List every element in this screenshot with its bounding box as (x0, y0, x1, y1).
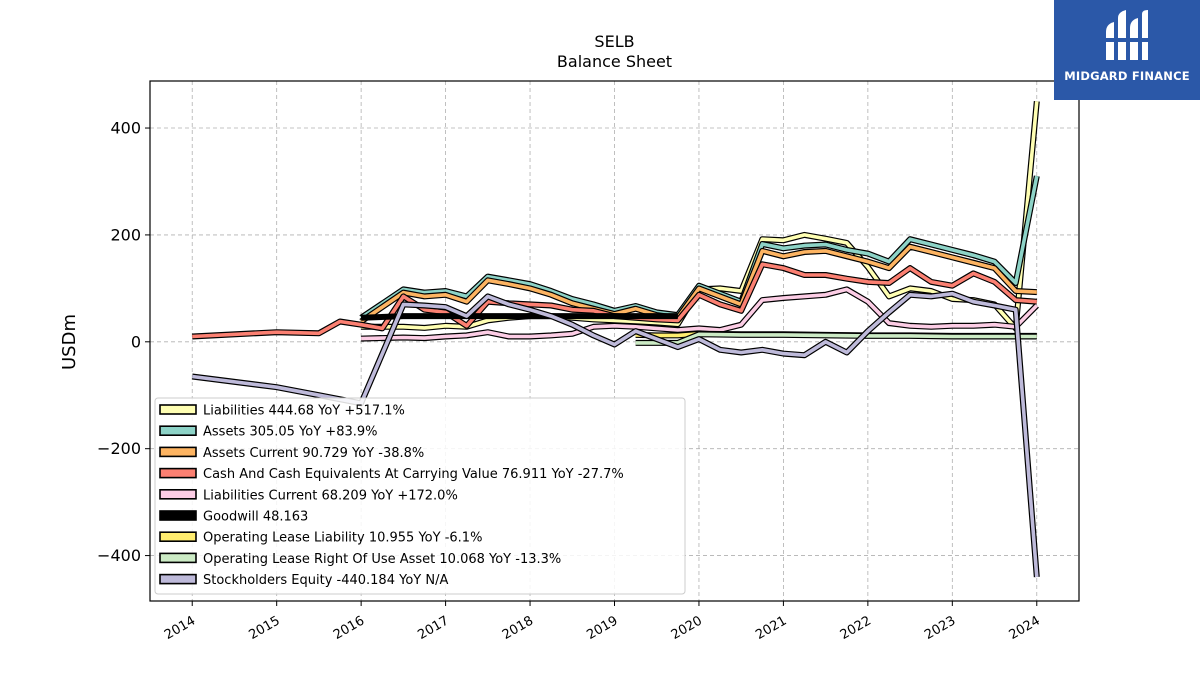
legend-label: Assets 305.05 YoY +83.9% (203, 425, 378, 440)
legend-label: Operating Lease Liability 10.955 YoY -6.… (203, 531, 482, 546)
series-stockholders-equity[interactable] (191, 290, 1040, 578)
legend-item[interactable]: Liabilities 444.68 YoY +517.1% (159, 404, 405, 419)
series-stockholders-equity-line (191, 291, 1039, 578)
legend-swatch (159, 404, 197, 415)
legend-label: Liabilities 444.68 YoY +517.1% (203, 404, 405, 419)
x-tick-label: 2019 (584, 613, 620, 643)
x-tick-label: 2018 (500, 613, 536, 643)
y-tick-label: 0 (131, 332, 141, 351)
legend-item[interactable]: Stockholders Equity -440.184 YoY N/A (159, 573, 448, 588)
legend-label: Cash And Cash Equivalents At Carrying Va… (203, 467, 624, 482)
y-axis-label: USDm (59, 314, 80, 370)
legend-label: Stockholders Equity -440.184 YoY N/A (203, 573, 448, 588)
legend-swatch (159, 467, 197, 479)
x-tick-label: 2020 (669, 613, 705, 643)
chart-title: SELB (594, 32, 634, 51)
x-tick-label: 2021 (753, 613, 789, 643)
series-lines (191, 101, 1040, 578)
series-cash-and-cash-equivalents-at-carrying-value-line (192, 262, 1037, 339)
legend-label: Liabilities Current 68.209 YoY +172.0% (203, 488, 458, 503)
legend-item[interactable]: Assets 305.05 YoY +83.9% (159, 425, 378, 440)
legend-item[interactable]: Goodwill 48.163 (159, 510, 308, 525)
x-tick-label: 2023 (922, 613, 958, 643)
brand-logo: MIDGARD FINANCE (1054, 0, 1200, 100)
x-tick-label: 2016 (331, 613, 367, 643)
legend-swatch (159, 446, 197, 458)
legend[interactable]: Liabilities 444.68 YoY +517.1% Assets 305… (154, 397, 686, 595)
legend-label: Assets Current 90.729 YoY -38.8% (203, 446, 424, 461)
legend-item[interactable]: Assets Current 90.729 YoY -38.8% (159, 446, 424, 461)
series-liabilities-current[interactable] (361, 286, 1039, 342)
legend-swatch (159, 488, 197, 500)
legend-item[interactable]: Operating Lease Right Of Use Asset 10.06… (159, 552, 561, 567)
legend-swatch (159, 425, 197, 437)
chart-subtitle: Balance Sheet (557, 52, 672, 71)
legend-item[interactable]: Operating Lease Liability 10.955 YoY -6.… (159, 531, 482, 546)
y-tick-label: 400 (110, 119, 141, 138)
y-tick-label: 200 (110, 225, 141, 244)
legend-swatch (159, 510, 197, 521)
legend-swatch (159, 552, 197, 564)
brand-mark-icon (1104, 10, 1150, 60)
x-tick-label: 2017 (415, 613, 451, 643)
series-goodwill-line (361, 314, 678, 320)
legend-box (154, 397, 686, 595)
brand-name: MIDGARD FINANCE (1064, 69, 1190, 83)
series-liabilities-current-line (361, 287, 1039, 341)
y-tick-label: −200 (97, 439, 141, 458)
series-assets-current[interactable] (359, 243, 1037, 324)
legend-label: Operating Lease Right Of Use Asset 10.06… (203, 552, 561, 567)
x-tick-label: 2014 (162, 613, 198, 643)
series-assets-current-line (360, 244, 1037, 323)
legend-label: Goodwill 48.163 (203, 510, 308, 525)
legend-item[interactable]: Liabilities Current 68.209 YoY +172.0% (159, 488, 458, 503)
y-tick-label: −400 (97, 546, 141, 565)
series-goodwill[interactable] (360, 313, 678, 321)
x-tick-label: 2022 (838, 613, 874, 643)
legend-item[interactable]: Cash And Cash Equivalents At Carrying Va… (159, 467, 624, 482)
legend-swatch (159, 531, 197, 543)
legend-swatch (159, 573, 197, 585)
x-tick-label: 2024 (1007, 613, 1043, 643)
series-cash-and-cash-equivalents-at-carrying-value[interactable] (192, 261, 1038, 340)
x-tick-label: 2015 (247, 613, 283, 643)
